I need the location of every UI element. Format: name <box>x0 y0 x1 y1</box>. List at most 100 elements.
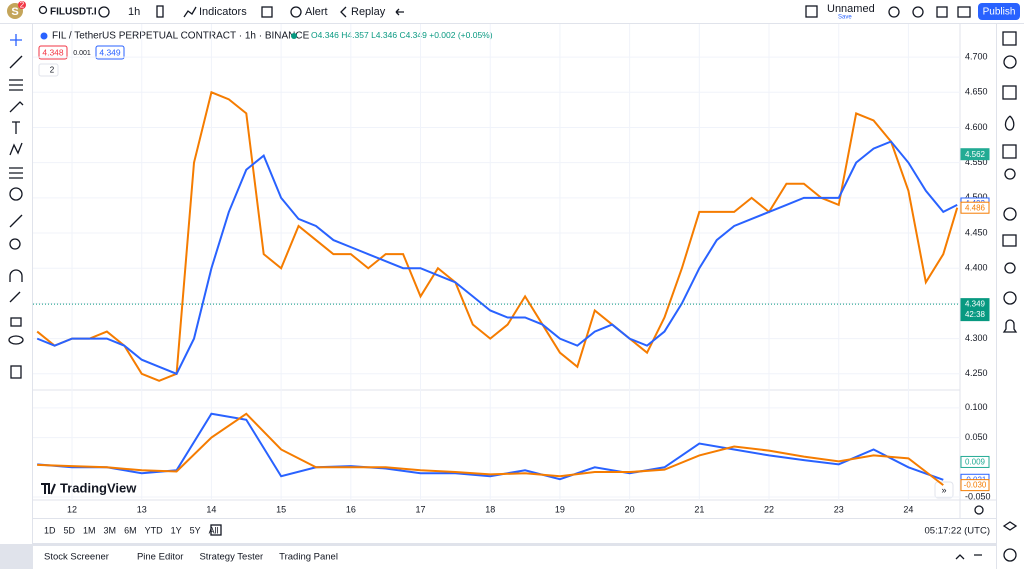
countdown: 42:38 <box>965 310 986 319</box>
y-tick-label: 4.250 <box>965 368 988 378</box>
chart-type-icon[interactable] <box>156 5 164 18</box>
price-tag-label: 4.562 <box>965 150 986 159</box>
price-tag <box>960 298 990 322</box>
fib-tool[interactable] <box>9 79 23 91</box>
price-tag-label: 0.009 <box>965 458 986 467</box>
buy-box[interactable] <box>95 45 125 60</box>
alerts-icon[interactable] <box>1003 55 1017 69</box>
alert-icon <box>290 6 302 18</box>
chart-area <box>33 24 996 518</box>
replay[interactable]: Replay <box>351 6 386 18</box>
layers-icon[interactable] <box>1002 521 1018 531</box>
bottom-panel-bar <box>33 546 996 569</box>
quick-search-icon[interactable] <box>888 6 900 18</box>
signals-icon[interactable] <box>1003 291 1017 305</box>
high: H4.357 <box>341 30 369 40</box>
change: +0.002 (+0.05%) <box>429 30 492 40</box>
ohlc: O4.346 H4.357 L4.346 C4.349 +0.002 (+0.0… <box>311 30 493 40</box>
stay-drawing-tool[interactable] <box>9 291 21 303</box>
sidebar-icons <box>1002 31 1018 562</box>
symbol[interactable]: FILUSDT.I <box>50 7 97 18</box>
brush-tool[interactable] <box>9 101 24 113</box>
range-button[interactable]: 3M <box>104 525 117 535</box>
layout-icon <box>805 5 818 18</box>
scroll-to-realtime[interactable] <box>934 481 954 499</box>
range-button[interactable]: 1M <box>83 525 96 535</box>
pattern-tool[interactable] <box>9 142 23 156</box>
sell-box[interactable] <box>38 45 68 60</box>
y-tick-label: 0.050 <box>965 432 988 442</box>
range-button[interactable]: 6M <box>124 525 137 535</box>
y-tick-label: 4.450 <box>965 227 988 237</box>
price-tag <box>960 455 990 468</box>
open: O4.346 <box>311 30 339 40</box>
x-tick-label: 17 <box>416 504 426 514</box>
trash-tool[interactable] <box>10 365 22 379</box>
series-line <box>36 90 959 382</box>
zoom-tool[interactable] <box>9 238 21 250</box>
streams-icon[interactable] <box>1003 207 1017 221</box>
alert[interactable]: Alert <box>305 6 328 18</box>
date-range-icon[interactable] <box>210 524 222 536</box>
range-button[interactable]: 1D <box>44 525 56 535</box>
y-tick-label: 4.700 <box>965 51 988 61</box>
bottom-tab[interactable]: Trading Panel <box>279 552 338 563</box>
chat-icon[interactable] <box>1002 234 1017 247</box>
notifications-icon[interactable] <box>1002 319 1018 333</box>
calendar-icon[interactable] <box>1002 144 1017 159</box>
prediction-tool[interactable] <box>9 167 23 179</box>
clock: 05:17:22 (UTC) <box>925 526 990 537</box>
range-button[interactable]: 5Y <box>190 525 201 535</box>
settings-icon[interactable] <box>912 6 924 18</box>
data-window-icon[interactable] <box>1002 85 1017 100</box>
series-line <box>37 412 944 481</box>
publish-button[interactable] <box>978 3 1020 20</box>
icon-tool[interactable] <box>9 187 23 201</box>
fullscreen-icon[interactable] <box>936 6 948 18</box>
hide-tool[interactable] <box>8 335 24 345</box>
hotlists-icon[interactable] <box>1004 115 1015 131</box>
interval[interactable]: 1h <box>128 6 140 18</box>
market-status-dot <box>291 33 297 39</box>
range-button[interactable]: All <box>209 525 219 535</box>
magnet-tool[interactable] <box>9 269 23 282</box>
scroll-arrows: » <box>941 485 946 495</box>
trend-line-tool[interactable] <box>9 55 23 69</box>
ideas-icon[interactable] <box>1004 168 1016 180</box>
axis-settings-icon[interactable] <box>974 505 984 515</box>
panel-controls[interactable] <box>955 554 982 560</box>
help-icon[interactable] <box>1003 548 1017 562</box>
bottom-tab[interactable]: Strategy Tester <box>199 552 263 563</box>
snapshot-icon[interactable] <box>957 6 971 18</box>
range-button[interactable]: YTD <box>145 525 164 535</box>
range-bar <box>33 519 996 543</box>
series-line <box>36 140 958 376</box>
watchlist-icon[interactable] <box>1002 31 1017 46</box>
indicators[interactable]: Indicators <box>199 6 247 18</box>
save[interactable]: Save <box>838 15 852 21</box>
price-tag-label: 4.486 <box>965 203 986 212</box>
x-tick-label: 24 <box>903 504 913 514</box>
text-tool[interactable] <box>12 121 20 134</box>
drawing-tools <box>8 34 24 379</box>
undo-icon[interactable] <box>395 8 404 16</box>
compare-icon[interactable] <box>98 6 110 18</box>
range-button[interactable]: 5D <box>64 525 76 535</box>
y-tick-label: 4.300 <box>965 333 988 343</box>
indicator-count: 2 <box>50 66 55 75</box>
tips-icon[interactable] <box>1004 262 1016 274</box>
lock-tool[interactable] <box>10 317 22 327</box>
price-tag <box>960 148 990 161</box>
layout-name[interactable]: Unnamed <box>827 3 875 15</box>
crosshair-tool[interactable] <box>10 34 22 46</box>
measure-tool[interactable] <box>9 214 23 228</box>
templates-icon[interactable] <box>261 6 273 18</box>
bottom-tab[interactable]: Pine Editor <box>137 552 183 563</box>
bottom-tab[interactable]: Stock Screener <box>44 552 109 563</box>
ask: 4.349 <box>99 47 121 57</box>
symbol-dot <box>40 32 48 40</box>
indicators-toggle[interactable] <box>38 63 59 77</box>
range-button[interactable]: 1Y <box>171 525 182 535</box>
y-tick-label: -0.050 <box>965 491 991 501</box>
price-tag-label: -0.030 <box>964 481 987 490</box>
